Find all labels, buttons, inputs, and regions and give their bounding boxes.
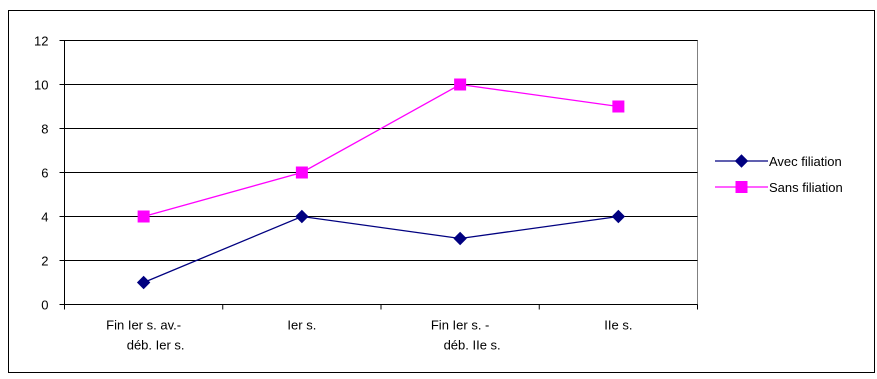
x-tick-label-line: Ier s. <box>287 318 316 333</box>
grid-lines <box>64 40 698 261</box>
y-tick-label: 10 <box>34 78 48 93</box>
data-point <box>454 78 467 91</box>
series-group <box>136 78 626 290</box>
series-2 <box>137 78 625 223</box>
legend-item: Sans filiation <box>715 180 843 195</box>
legend-label: Avec filiation <box>769 154 842 169</box>
axes: 0 2 4 6 8 10 12 Fin Ier s. av.- déb. Ier s. Ier s… <box>34 34 698 353</box>
legend-label: Sans filiation <box>769 180 843 195</box>
y-tick-label: 0 <box>41 298 48 313</box>
data-point <box>295 209 309 224</box>
data-point <box>611 209 626 224</box>
series-line <box>143 215 619 284</box>
x-tick-label-line: Fin Ier s. - <box>431 318 490 333</box>
x-tick-label-line: IIe s. <box>604 318 632 333</box>
x-tick-label: Fin Ier s. - déb. IIe s. <box>431 318 501 353</box>
legend: Avec filiation Sans filiation <box>715 154 843 195</box>
data-point <box>453 231 467 246</box>
y-tick-label: 2 <box>41 254 48 269</box>
y-tick-label: 4 <box>41 210 48 225</box>
data-point <box>136 275 151 290</box>
y-tick-label: 8 <box>41 122 48 137</box>
x-tick-label-line: Fin Ier s. av.- <box>106 318 181 333</box>
x-tick-label-line: déb. Ier s. <box>127 338 185 353</box>
legend-item: Avec filiation <box>715 154 842 169</box>
legend-marker <box>735 181 748 193</box>
series-1 <box>136 209 626 290</box>
series-line <box>143 83 619 218</box>
x-tick-label-line: déb. IIe s. <box>444 338 501 353</box>
y-tick-label: 12 <box>34 34 48 49</box>
legend-marker <box>734 154 749 168</box>
x-tick-label: Fin Ier s. av.- déb. Ier s. <box>106 318 184 353</box>
data-point <box>137 210 150 223</box>
x-tick-label: Ier s. <box>287 318 316 333</box>
y-tick-label: 6 <box>41 166 48 181</box>
data-point <box>295 166 308 179</box>
x-tick-label: IIe s. <box>604 318 632 333</box>
data-point <box>612 100 625 113</box>
